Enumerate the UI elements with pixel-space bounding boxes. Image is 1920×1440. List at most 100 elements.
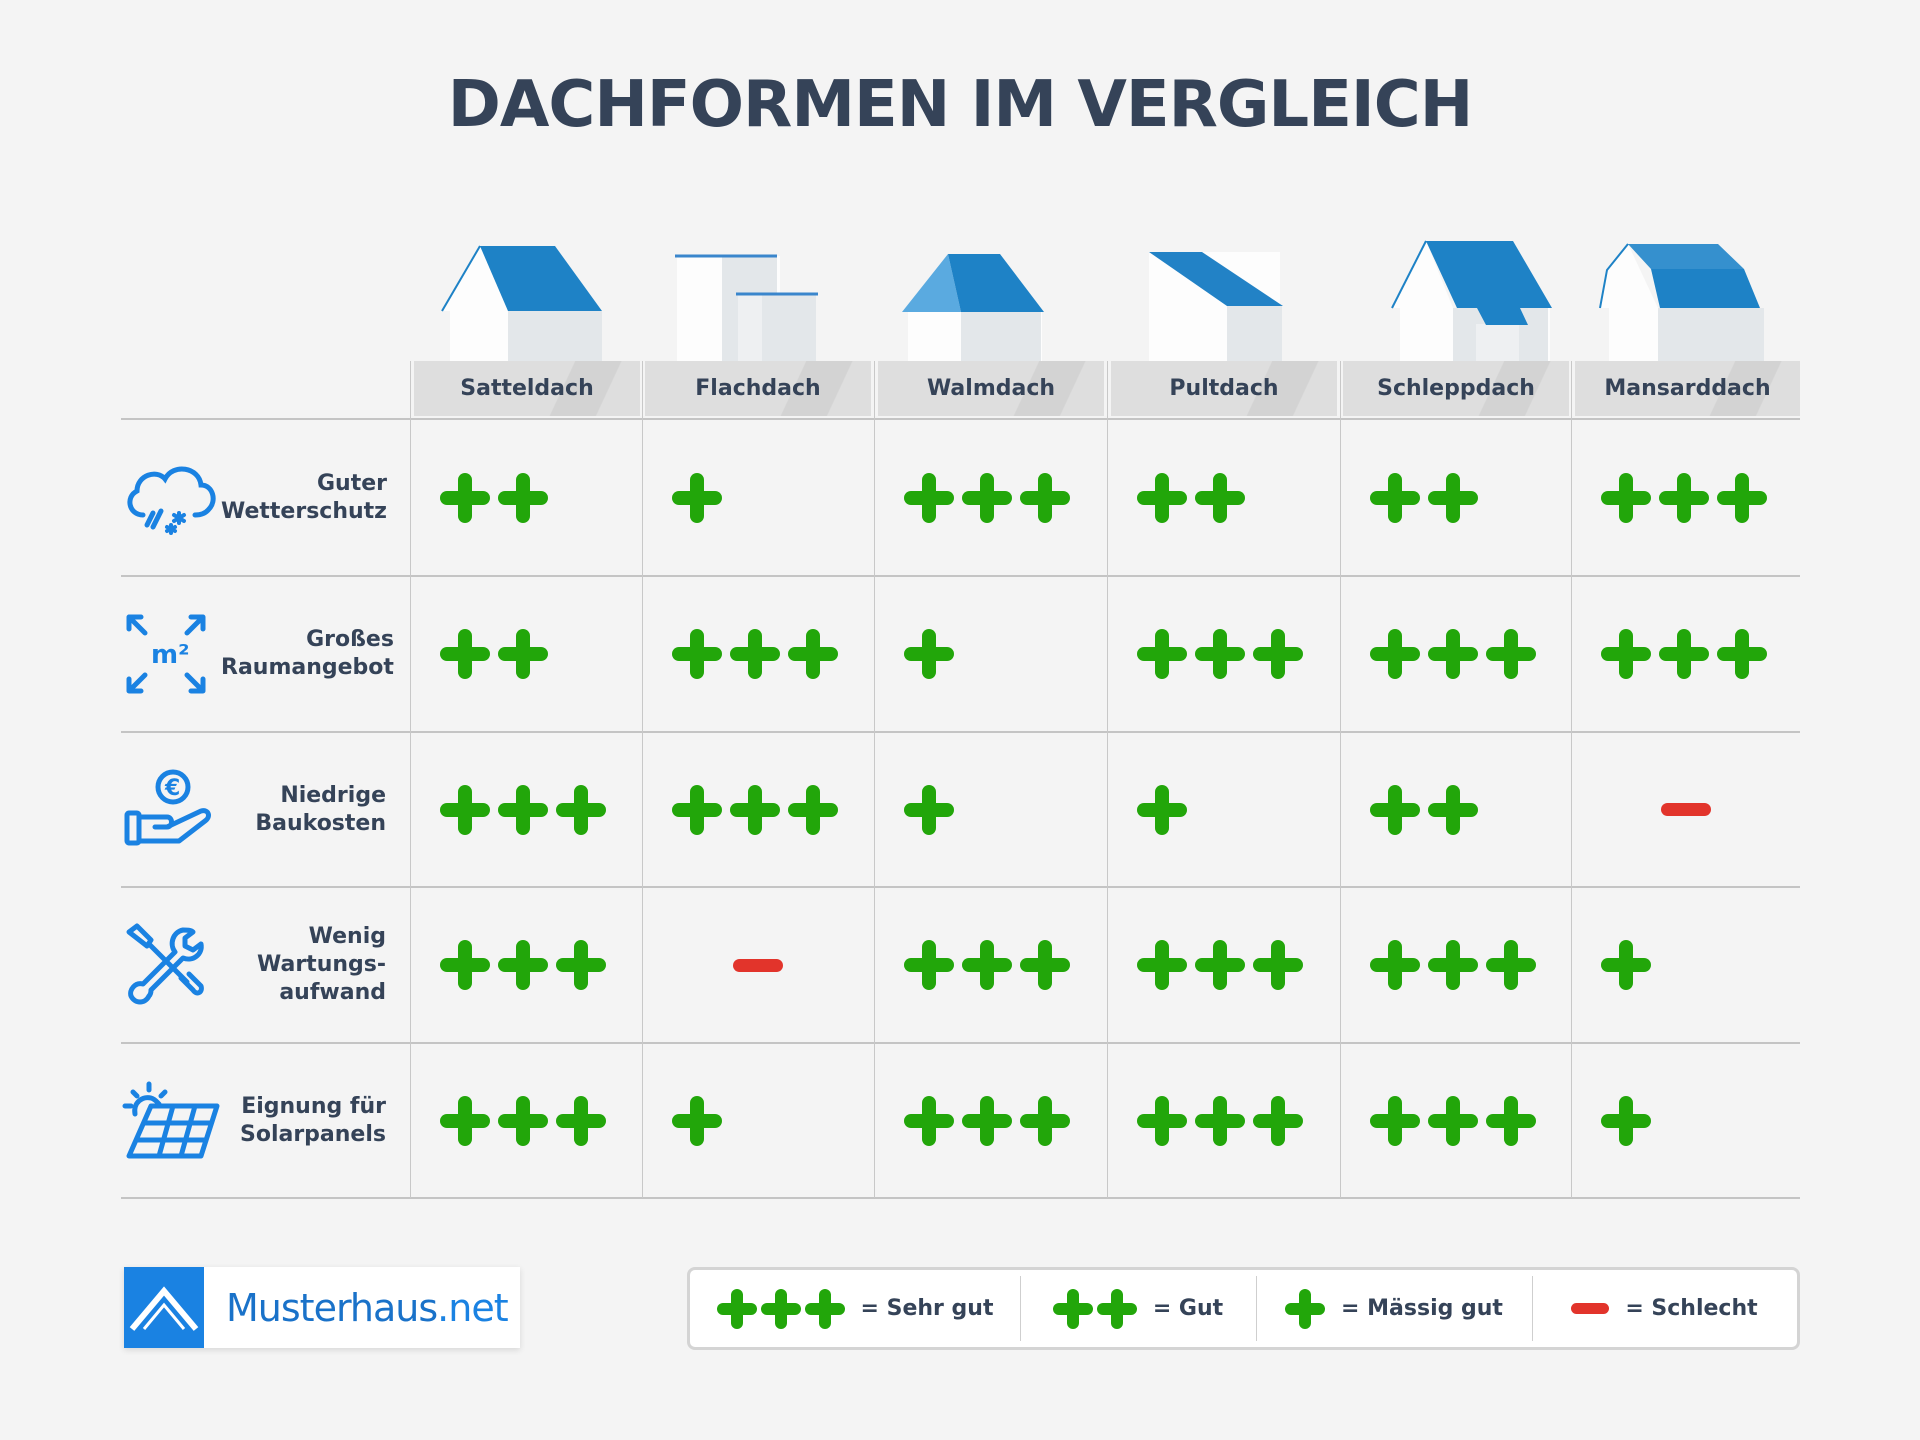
hand-euro-icon: € (121, 765, 221, 855)
plus-icon (716, 1288, 757, 1329)
legend-item-gut: = Gut (1020, 1270, 1256, 1347)
plus-icon (1370, 940, 1420, 990)
rating-cell (440, 887, 642, 1043)
rating-cell (1370, 732, 1571, 887)
plus-icon (1428, 940, 1478, 990)
weather-cloud-icon (121, 453, 221, 543)
plus-icon (556, 784, 606, 835)
plus-icon (1137, 629, 1187, 679)
column-header-mansarddach: Mansarddach (1575, 361, 1800, 416)
grid-line (1107, 361, 1108, 1198)
plus-icon (1096, 1288, 1137, 1329)
pultdach-house-icon (1127, 236, 1359, 364)
plus-icon (730, 629, 780, 679)
page-title: DACHFORMEN IM VERGLEICH (447, 68, 1474, 142)
rating-cell (1601, 1043, 1800, 1198)
m2-expand-icon: m² (121, 609, 221, 699)
plus-icon (1137, 784, 1187, 835)
plus-icon (440, 940, 490, 990)
rating-cell (1370, 887, 1571, 1043)
flachdach-house-icon (662, 236, 894, 364)
row-label-wetterschutz: Guter Wetterschutz (121, 420, 410, 575)
plus-icon (440, 472, 490, 523)
rating-cell (440, 576, 642, 732)
plus-icon (788, 784, 838, 835)
plus-icon (1370, 1095, 1420, 1146)
plus-icon (904, 784, 954, 835)
column-header-walmdach: Walmdach (878, 361, 1104, 416)
plus-icon (1052, 1288, 1093, 1329)
walmdach-house-icon (894, 236, 1126, 364)
rating-cell (1601, 887, 1800, 1043)
rating-cell (1137, 419, 1340, 576)
plus-icon (498, 629, 548, 679)
plus-icon (962, 940, 1012, 990)
rating-cell (642, 887, 874, 1043)
plus-icon (672, 1095, 722, 1146)
plus-icon (1370, 784, 1420, 835)
column-header-pultdach: Pultdach (1111, 361, 1337, 416)
grid-line (121, 1042, 1800, 1044)
plus-icon (1253, 1095, 1303, 1146)
rating-cell (1370, 419, 1571, 576)
plus-icon (1428, 629, 1478, 679)
plus-icon (1428, 784, 1478, 835)
plus-icon (788, 629, 838, 679)
minus-icon (733, 958, 783, 972)
row-label-baukosten: € Niedrige Baukosten (121, 733, 410, 886)
legend: = Sehr gut = Gut = Mässig gut = Schlecht (687, 1267, 1800, 1350)
musterhaus-logo[interactable]: Musterhaus.net (124, 1267, 520, 1348)
plus-icon (672, 784, 722, 835)
rating-cell (1571, 732, 1800, 887)
tools-icon (121, 920, 221, 1010)
plus-icon (1195, 940, 1245, 990)
plus-icon (1137, 940, 1187, 990)
plus-icon (1253, 940, 1303, 990)
legend-item-sehr-gut: = Sehr gut (690, 1270, 1020, 1347)
rating-cell (904, 1043, 1107, 1198)
rating-cell (1370, 576, 1571, 732)
rating-cell (672, 732, 874, 887)
mansarddach-house-icon (1592, 236, 1824, 364)
satteldach-house-icon (430, 236, 662, 364)
plus-icon (1020, 1095, 1070, 1146)
plus-icon (1370, 629, 1420, 679)
grid-line (121, 418, 1800, 420)
grid-line (121, 731, 1800, 733)
rating-cell (1137, 887, 1340, 1043)
plus-icon (1137, 472, 1187, 523)
plus-icon (760, 1288, 801, 1329)
svg-text:€: € (164, 776, 180, 801)
plus-icon (498, 940, 548, 990)
plus-icon (1253, 629, 1303, 679)
plus-icon (498, 784, 548, 835)
row-label-raumangebot: m² Großes Raumangebot (121, 577, 410, 731)
plus-icon (1659, 629, 1709, 679)
plus-icon (440, 1095, 490, 1146)
rating-cell (1370, 1043, 1571, 1198)
solar-panel-icon (121, 1076, 221, 1166)
plus-icon (440, 629, 490, 679)
plus-icon (1717, 472, 1767, 523)
grid-line (121, 575, 1800, 577)
plus-icon (1020, 472, 1070, 523)
house-logo-icon (124, 1267, 204, 1348)
plus-icon (1486, 629, 1536, 679)
plus-icon (1601, 629, 1651, 679)
plus-icon (1285, 1288, 1326, 1329)
legend-item-maessig-gut: = Mässig gut (1256, 1270, 1532, 1347)
minus-icon (1571, 1303, 1610, 1314)
rating-cell (440, 732, 642, 887)
rating-cell (440, 1043, 642, 1198)
plus-icon (498, 472, 548, 523)
row-label-wartungsaufwand: Wenig Wartungs-aufwand (121, 888, 410, 1042)
plus-icon (1428, 1095, 1478, 1146)
plus-icon (1601, 472, 1651, 523)
rating-cell (672, 1043, 874, 1198)
plus-icon (904, 472, 954, 523)
plus-icon (1020, 940, 1070, 990)
plus-icon (556, 940, 606, 990)
grid-line (121, 1197, 1800, 1199)
plus-icon (904, 940, 954, 990)
plus-icon (1195, 1095, 1245, 1146)
